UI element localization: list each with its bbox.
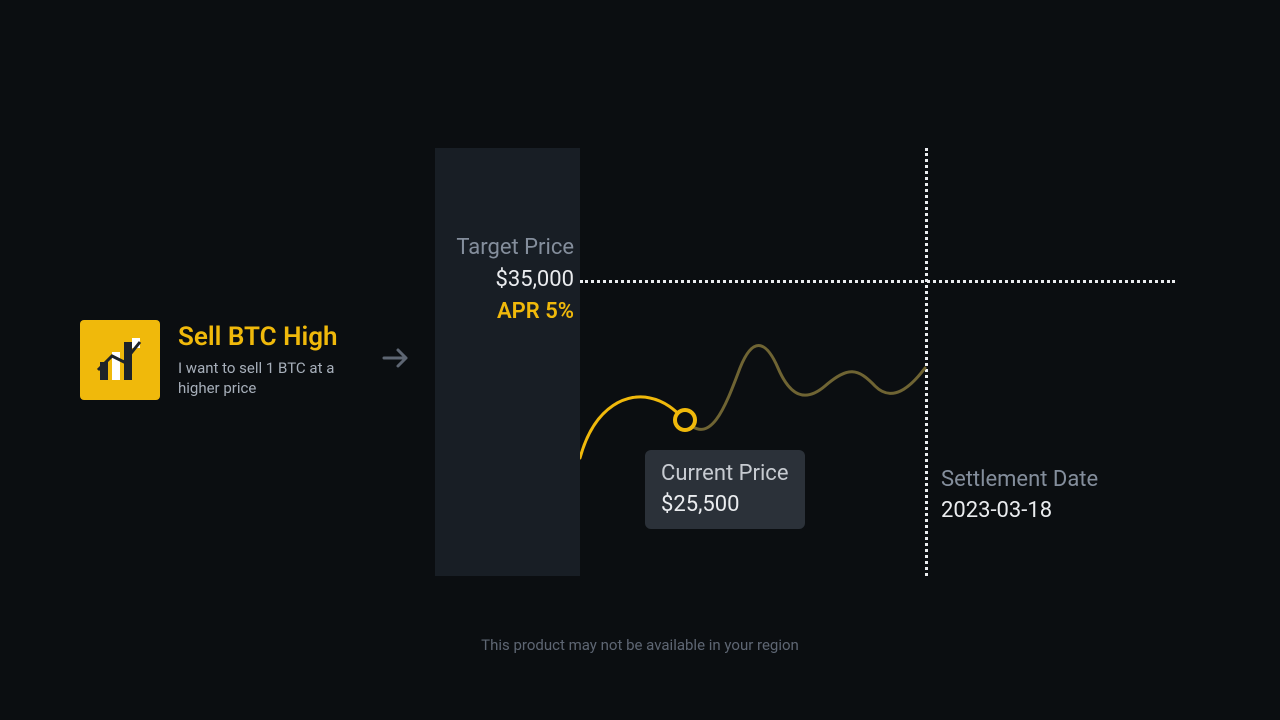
current-price-marker [673, 408, 697, 432]
settlement-label-text: Settlement Date [941, 465, 1098, 495]
settlement-value-text: 2023-03-18 [941, 496, 1098, 526]
chart-label-panel: Target Price $35,000 APR 5% [435, 148, 580, 576]
target-label-text: Target Price [456, 234, 574, 262]
target-price-label: Target Price $35,000 APR 5% [456, 234, 574, 326]
product-card[interactable]: Sell BTC High I want to sell 1 BTC at a … [80, 320, 412, 400]
product-subtitle: I want to sell 1 BTC at a higher price [178, 358, 358, 399]
current-price-tooltip: Current Price $25,500 [645, 450, 805, 529]
arrow-right-icon [382, 346, 412, 374]
price-chart: Target Price $35,000 APR 5% Current Pric… [435, 148, 1175, 576]
product-title: Sell BTC High [178, 322, 358, 352]
settlement-label: Settlement Date 2023-03-18 [941, 465, 1098, 526]
current-price-value: $25,500 [661, 491, 789, 520]
target-value-text: $35,000 [456, 266, 574, 294]
product-text: Sell BTC High I want to sell 1 BTC at a … [178, 322, 358, 399]
current-price-label: Current Price [661, 460, 789, 489]
region-note: This product may not be available in you… [0, 636, 1280, 654]
sell-high-icon [80, 320, 160, 400]
apr-text: APR 5% [456, 298, 574, 326]
